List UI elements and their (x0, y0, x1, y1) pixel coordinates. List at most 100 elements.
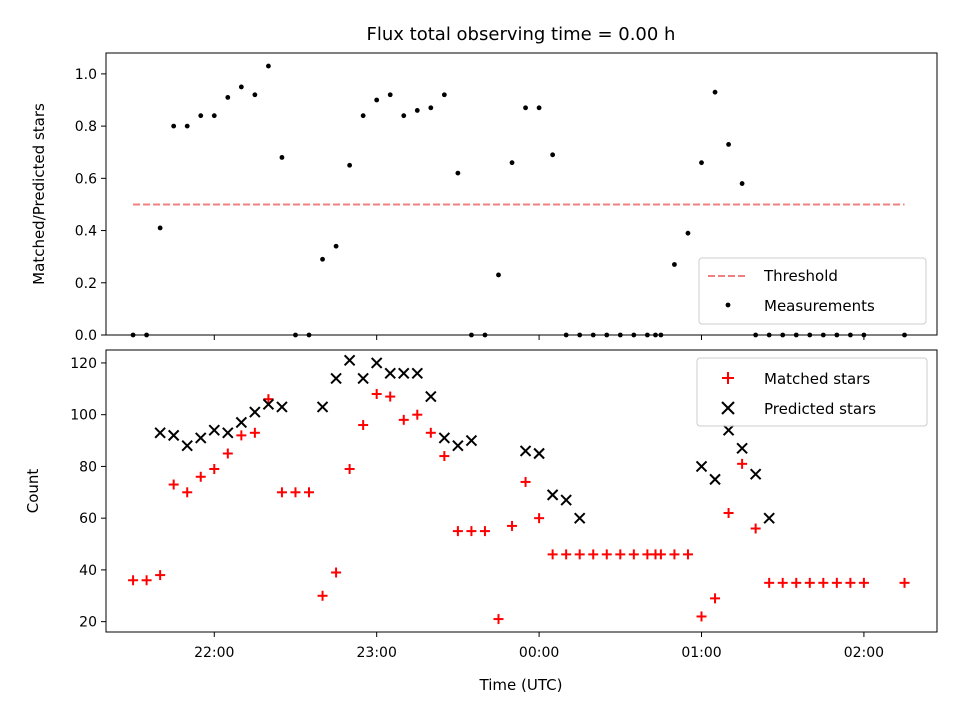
matched-stars-point (412, 409, 423, 420)
top-ytick-label: 0.8 (75, 119, 97, 135)
predicted-stars-point (195, 432, 207, 444)
matched-stars-point (547, 549, 558, 560)
matched-stars-point (141, 575, 152, 586)
measurement-point (699, 160, 704, 166)
matched-legend-swatch (722, 372, 734, 384)
matched-stars-point (398, 414, 409, 425)
matched-stars-point (317, 590, 328, 601)
measurement-point (509, 160, 515, 166)
matched-stars-point (764, 577, 775, 588)
predicted-stars-point (154, 427, 166, 439)
matched-stars-point (371, 388, 382, 399)
top-ytick-label: 1.0 (75, 67, 97, 83)
matched-stars-point (222, 448, 233, 459)
matched-stars-point (777, 577, 788, 588)
matched-stars-point (168, 479, 179, 490)
predicted-stars-point (425, 390, 437, 403)
matched-stars-point (737, 458, 748, 469)
predicted-stars-point (235, 416, 248, 429)
matched-stars-point (601, 549, 612, 560)
matched-stars-point (615, 549, 626, 560)
predicted-stars-point (533, 447, 545, 460)
measurement-point (374, 97, 380, 103)
predicted-stars-point (167, 429, 180, 442)
predicted-stars-point (316, 401, 329, 413)
top-y-axis: 0.0 0.2 0.4 0.6 0.8 1.0 (75, 67, 106, 344)
matched-stars-point (655, 549, 666, 560)
top-y-axis-label: Matched/Predicted stars (30, 103, 48, 285)
predicted-stars-point (722, 424, 735, 436)
bottom-legend: Matched stars Predicted stars (696, 357, 928, 427)
measurements-legend-label: Measurements (764, 297, 875, 315)
predicted-legend-label: Predicted stars (764, 400, 876, 418)
measurement-point (441, 92, 447, 98)
predicted-stars-point (452, 440, 464, 452)
bottom-legend-box (696, 357, 928, 427)
matched-stars-point (534, 513, 545, 524)
bottom-ytick-label: 80 (79, 459, 97, 475)
top-legend-box (698, 257, 927, 325)
matched-stars-point (804, 577, 815, 588)
predicted-stars-point (208, 424, 220, 436)
top-ytick-label: 0.4 (75, 224, 97, 240)
measurement-point (171, 123, 177, 129)
matched-stars-point (858, 577, 869, 588)
predicted-stars-point (343, 354, 356, 367)
matched-stars-point (331, 567, 342, 578)
measurement-point (320, 256, 325, 262)
top-ytick-label: 0.6 (75, 171, 97, 187)
measurement-point (523, 105, 528, 111)
top-legend: Threshold Measurements (698, 257, 927, 325)
bottom-ytick-label: 100 (70, 408, 97, 424)
bottom-y-axis-label: Count (24, 469, 42, 514)
matched-stars-point (452, 526, 463, 537)
matched-stars-point (479, 526, 490, 537)
predicted-stars-point (370, 357, 383, 369)
measurement-point (225, 94, 231, 100)
measurement-point (266, 63, 271, 69)
measurement-point (712, 89, 718, 95)
matched-stars-point (263, 394, 274, 405)
predicted-stars-point (465, 434, 478, 447)
measurement-point (238, 84, 244, 90)
matched-stars-point (561, 549, 572, 560)
matched-stars-point (466, 526, 477, 537)
matched-stars-point (385, 391, 396, 402)
measurement-point (401, 113, 407, 119)
top-ytick-label: 0.2 (75, 276, 97, 292)
predicted-legend-swatch (721, 401, 735, 415)
matched-stars-point (425, 427, 436, 438)
matched-stars-point (682, 549, 693, 560)
top-axes-frame (105, 52, 938, 336)
predicted-stars-point (438, 432, 451, 444)
measurement-point (550, 152, 556, 158)
matched-stars-point (723, 507, 734, 518)
matched-stars-point (439, 451, 450, 462)
measurement-point (279, 155, 285, 160)
matched-stars-point (696, 611, 707, 622)
predicted-stars-point (560, 494, 572, 506)
measurement-point (360, 113, 366, 119)
predicted-stars-point (181, 440, 193, 452)
bottom-xtick-label: 01:00 (681, 645, 721, 661)
predicted-stars-point (709, 473, 721, 486)
measurement-point (428, 105, 434, 111)
matched-stars-point (831, 577, 842, 588)
bottom-ytick-label: 60 (79, 511, 97, 527)
matched-stars-point (845, 577, 856, 588)
predicted-stars-point (357, 372, 369, 385)
chart-title: Flux total observing time = 0.00 h (367, 24, 676, 45)
measurement-point (333, 243, 339, 249)
measurement-point (726, 141, 731, 147)
bottom-xtick-label: 02:00 (844, 645, 884, 661)
predicted-stars-point (330, 372, 342, 385)
predicted-stars-point (411, 367, 423, 379)
measurement-point (414, 108, 420, 113)
predicted-stars-point (546, 489, 559, 501)
matched-stars-point (155, 570, 166, 581)
x-axis-label: Time (UTC) (479, 676, 563, 694)
predicted-stars-point (222, 427, 234, 439)
measurements-legend-swatch (725, 302, 731, 308)
measurement-point (347, 162, 353, 168)
bottom-ytick-label: 120 (70, 356, 97, 372)
